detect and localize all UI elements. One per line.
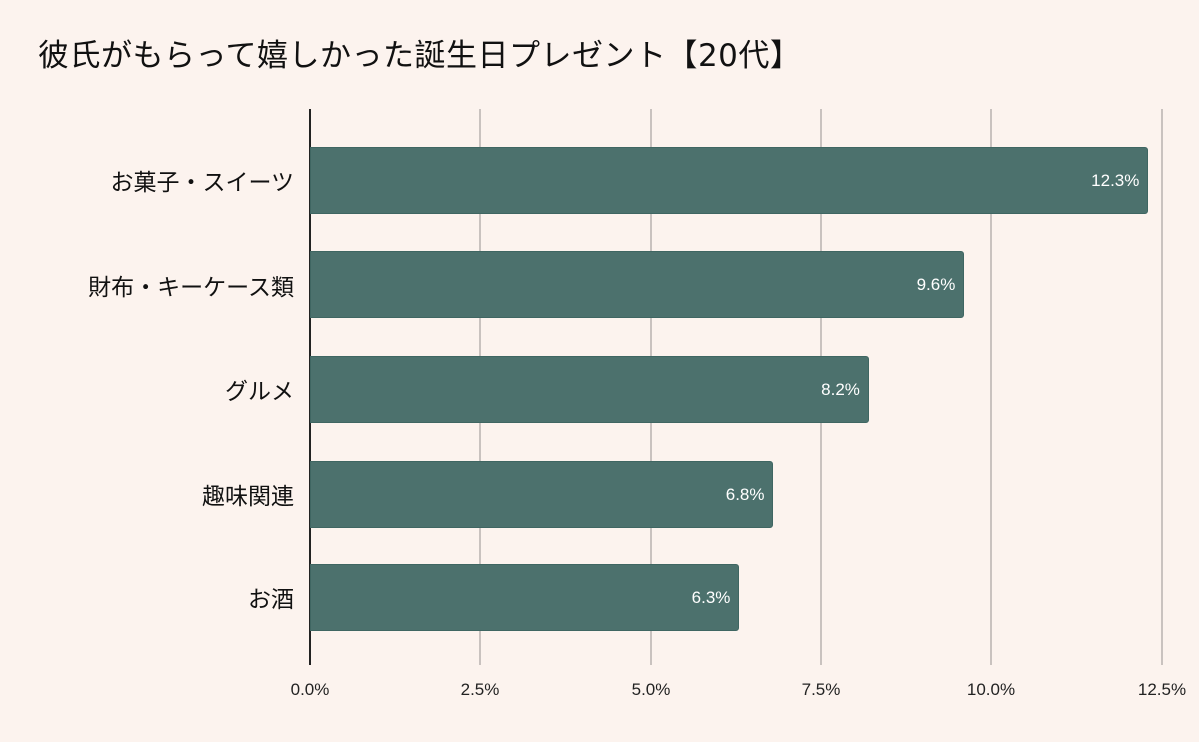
bar-value-label: 6.8% — [725, 484, 765, 504]
bar-value-label: 6.3% — [691, 587, 731, 607]
gridline — [990, 109, 992, 665]
bar: 12.3% — [310, 147, 1149, 214]
x-tick-label: 12.5% — [1137, 680, 1187, 699]
category-label: グルメ — [225, 379, 294, 405]
category-label: 財布・キーケース類 — [88, 275, 294, 301]
x-tick-label: 10.0% — [966, 680, 1016, 699]
x-tick-label: 7.5% — [801, 680, 841, 699]
bar: 8.2% — [310, 356, 869, 423]
category-label: お酒 — [248, 587, 294, 613]
category-label: お菓子・スイーツ — [110, 170, 294, 196]
bar-value-label: 9.6% — [916, 274, 956, 294]
bar: 6.3% — [310, 564, 740, 631]
bar-value-label: 12.3% — [1091, 170, 1140, 190]
bar: 9.6% — [310, 251, 965, 318]
category-label: 趣味関連 — [202, 484, 294, 510]
gridline — [1161, 109, 1163, 665]
x-tick-label: 2.5% — [460, 680, 500, 699]
x-tick-label: 5.0% — [631, 680, 671, 699]
bar-value-label: 8.2% — [821, 379, 860, 399]
bar: 6.8% — [310, 461, 774, 528]
x-tick-label: 0.0% — [290, 680, 330, 699]
y-axis-line — [309, 109, 311, 665]
chart-title: 彼氏がもらって嬉しかった誕生日プレゼント【20代】 — [38, 38, 802, 74]
